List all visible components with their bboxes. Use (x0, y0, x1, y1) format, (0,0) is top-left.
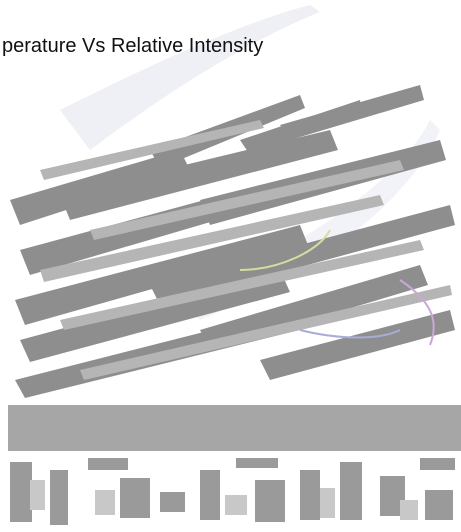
gray-band (8, 405, 461, 451)
title: perature Vs Relative Intensity (2, 35, 263, 57)
glitch-streaks-light (40, 120, 452, 380)
glitch-blocks (10, 458, 455, 525)
watermark (60, 5, 320, 150)
glitch-curves (239, 229, 435, 346)
glitch-blocks-light (30, 480, 418, 520)
